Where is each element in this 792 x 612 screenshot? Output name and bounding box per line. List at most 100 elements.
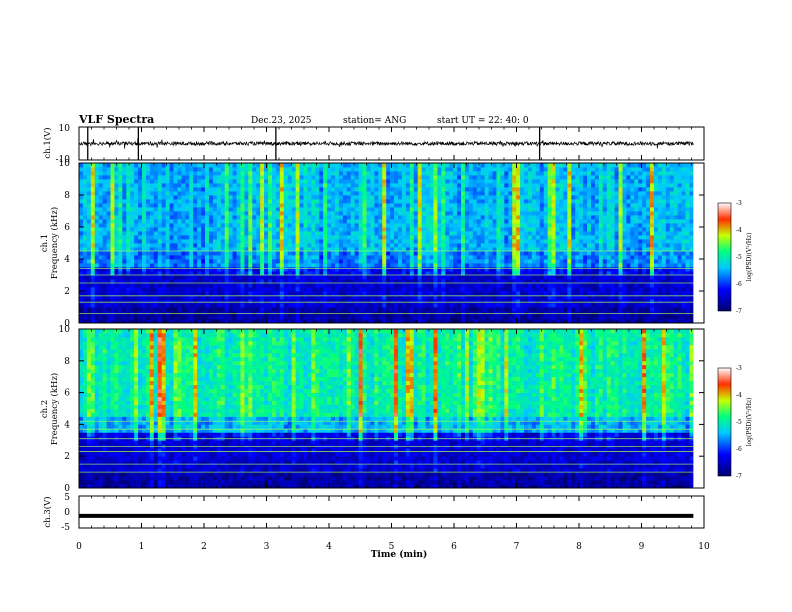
spectrogram-cell xyxy=(173,171,178,176)
spectrogram-cell xyxy=(488,263,493,268)
spectrogram-cell xyxy=(279,287,285,292)
spectrogram-cell xyxy=(94,191,100,196)
spectrogram-cell xyxy=(232,179,237,184)
spectrogram-cell xyxy=(413,295,419,300)
spectrogram-cell xyxy=(472,187,478,192)
spectrogram-cell xyxy=(327,199,332,204)
spectrogram-cell xyxy=(394,179,399,184)
spectrogram-cell xyxy=(457,263,462,268)
spectrogram-cell xyxy=(138,247,143,252)
spectrogram-cell xyxy=(327,279,332,284)
spectrogram-cell xyxy=(287,295,293,300)
spectrogram-cell xyxy=(453,279,458,284)
spectrogram-cell xyxy=(311,227,316,232)
spectrogram-cell xyxy=(149,235,155,240)
spectrogram-cell xyxy=(319,271,324,276)
spectrogram-cell xyxy=(118,291,123,296)
spectrogram-cell xyxy=(173,295,178,300)
spectrogram-cell xyxy=(114,239,119,244)
spectrogram-cell xyxy=(362,239,367,244)
spectrogram-cell xyxy=(524,235,529,240)
spectrogram-cell xyxy=(142,227,147,232)
spectrogram-cell xyxy=(287,315,293,320)
spectrogram-cell xyxy=(299,223,304,228)
spectrogram-cell xyxy=(476,255,482,260)
spectrogram-cell xyxy=(240,291,245,296)
spectrogram-cell xyxy=(311,191,316,196)
spectrogram-cell xyxy=(279,279,285,284)
spectrogram-cell xyxy=(110,267,115,272)
spectrogram-cell xyxy=(386,271,391,276)
spectrogram-cell xyxy=(153,227,159,232)
spectrogram-cell xyxy=(98,183,104,188)
spectrogram-cell xyxy=(126,215,131,220)
spectrogram-cell xyxy=(524,255,529,260)
spectrogram-cell xyxy=(512,315,517,320)
spectrogram-cell xyxy=(260,183,265,188)
spectrogram-cell xyxy=(311,275,316,280)
spectrogram-cell xyxy=(366,283,371,288)
spectrogram-cell xyxy=(520,219,525,224)
spectrogram-cell xyxy=(504,251,509,256)
spectrogram-cell xyxy=(476,203,482,208)
spectrogram-cell xyxy=(551,239,556,244)
spectrogram-cell xyxy=(279,195,285,200)
spectrogram-cell xyxy=(559,247,564,252)
spectrogram-cell xyxy=(500,163,505,168)
spectrogram-cell xyxy=(370,163,375,168)
spectrogram-cell xyxy=(189,199,194,204)
spectrogram-cell xyxy=(484,195,489,200)
spectrogram-cell xyxy=(161,235,167,240)
spectrogram-cell xyxy=(524,171,529,176)
spectrogram-cell xyxy=(342,299,348,304)
spectrogram-cell xyxy=(205,267,210,272)
spectrogram-cell xyxy=(350,271,356,276)
spectrogram-cell xyxy=(181,315,186,320)
spectrogram-cell xyxy=(106,291,111,296)
spectrogram-cell xyxy=(441,231,446,236)
spectrogram-cell xyxy=(370,259,375,264)
spectrogram-cell xyxy=(138,203,143,208)
spectrogram-cell xyxy=(394,231,399,236)
spectrogram-cell xyxy=(323,171,328,176)
spectrogram-cell xyxy=(307,279,312,284)
spectrogram-cell xyxy=(252,287,257,292)
spectrogram-cell xyxy=(366,251,371,256)
spectrogram-cell xyxy=(110,207,115,212)
spectrogram-cell xyxy=(441,203,446,208)
spectrogram-cell xyxy=(118,299,123,304)
spectrogram-cell xyxy=(539,315,545,320)
spectrogram-cell xyxy=(425,163,430,168)
spectrogram-cell xyxy=(252,187,257,192)
spectrogram-cell xyxy=(134,295,139,300)
spectrogram-cell xyxy=(539,163,545,168)
spectrogram-cell xyxy=(516,259,521,264)
spectrogram-cell xyxy=(283,167,289,172)
spectrogram-cell xyxy=(342,263,348,268)
spectrogram-cell xyxy=(457,255,462,260)
spectrogram-cell xyxy=(153,255,159,260)
spectrogram-cell xyxy=(228,171,233,176)
spectrogram-cell xyxy=(90,287,96,292)
spectrogram-cell xyxy=(79,235,84,240)
spectrogram-cell xyxy=(366,271,371,276)
spectrogram-cell xyxy=(386,307,391,312)
spectrogram-cell xyxy=(268,215,273,220)
spectrogram-cell xyxy=(216,235,222,240)
spectrogram-cell xyxy=(559,235,564,240)
spectrogram-cell xyxy=(492,263,497,268)
spectrogram-cell xyxy=(567,303,572,308)
spectrogram-cell xyxy=(346,259,352,264)
spectrogram-cell xyxy=(145,267,151,272)
spectrogram-cell xyxy=(161,227,167,232)
spectrogram-cell xyxy=(216,267,222,272)
spectrogram-cell xyxy=(527,279,533,284)
spectrogram-cell xyxy=(429,295,434,300)
spectrogram-cell xyxy=(138,287,143,292)
spectrogram-cell xyxy=(185,263,190,268)
spectrogram-cell xyxy=(82,163,88,168)
spectrogram-cell xyxy=(157,183,163,188)
spectrogram-cell xyxy=(398,259,403,264)
spectrogram-cell xyxy=(535,243,541,248)
spectrogram-cell xyxy=(264,315,269,320)
